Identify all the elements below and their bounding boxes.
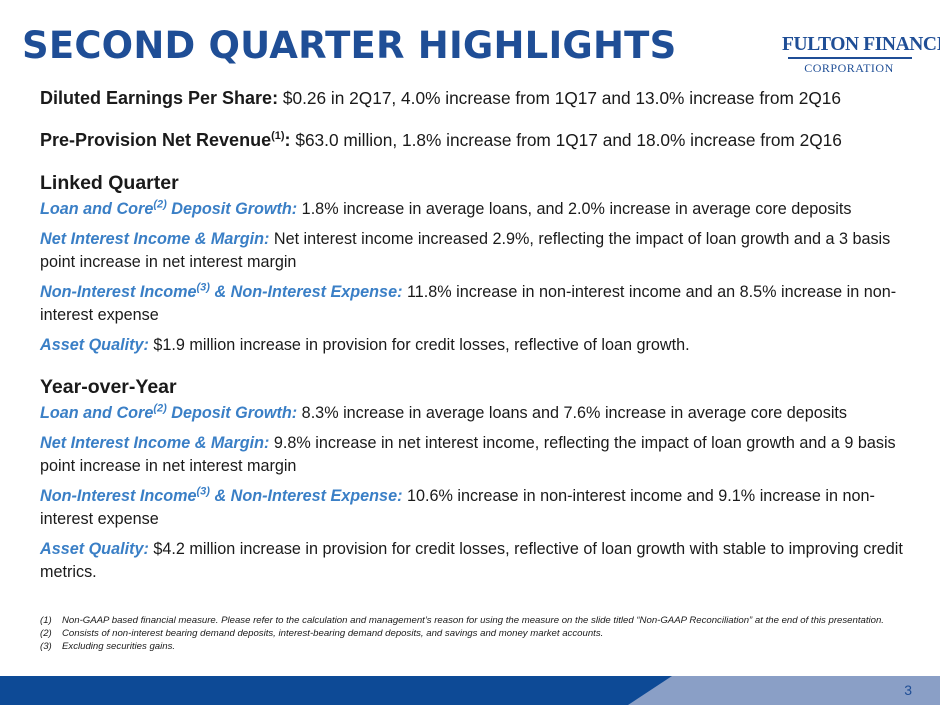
lq-asset-item: Asset Quality: $1.9 million increase in … (40, 334, 920, 357)
lq-nonint-item: Non-Interest Income(3) & Non-Interest Ex… (40, 281, 920, 327)
logo-line-1: FULTON FINANCIAL (782, 34, 940, 55)
ppnr-text: $63.0 million, 1.8% increase from 1Q17 a… (290, 130, 842, 150)
linked-quarter-section: Linked Quarter Loan and Core(2) Deposit … (40, 170, 920, 357)
yoy-nonint-label: Non-Interest Income(3) & Non-Interest Ex… (40, 485, 403, 505)
linked-quarter-heading: Linked Quarter (40, 172, 179, 194)
yoy-nonint-item: Non-Interest Income(3) & Non-Interest Ex… (40, 485, 920, 531)
yoy-nii-item: Net Interest Income & Margin: 9.8% incre… (40, 432, 920, 478)
highlights-content: Diluted Earnings Per Share: $0.26 in 2Q1… (40, 86, 920, 591)
footnotes: (1) Non-GAAP based financial measure. Ple… (40, 614, 900, 653)
yoy-asset-label: Asset Quality: (40, 540, 149, 558)
slide-title: SECOND QUARTER HIGHLIGHTS (22, 24, 677, 67)
lq-nonint-label: Non-Interest Income(3) & Non-Interest Ex… (40, 281, 403, 301)
bottom-banner (0, 676, 940, 705)
logo-rule (788, 57, 912, 59)
year-over-year-section: Year-over-Year Loan and Core(2) Deposit … (40, 374, 920, 584)
lq-asset-label: Asset Quality: (40, 336, 149, 354)
lq-asset-text: $1.9 million increase in provision for c… (148, 336, 690, 354)
footnote-3: (3) Excluding securities gains. (40, 641, 176, 652)
footnote-ref-2: (2) (153, 402, 167, 415)
lq-loan-deposit-item: Loan and Core(2) Deposit Growth: 1.8% in… (40, 198, 920, 221)
logo-line-2: CORPORATION (804, 61, 894, 75)
yoy-asset-item: Asset Quality: $4.2 million increase in … (40, 538, 920, 584)
footnote-ref-1: (1) (271, 130, 285, 142)
lq-nii-label: Net Interest Income & Margin: (40, 230, 270, 248)
ppnr-label: Pre-Provision Net Revenue(1): (40, 130, 291, 150)
yoy-nii-label: Net Interest Income & Margin: (40, 434, 270, 452)
eps-label: Diluted Earnings Per Share: (40, 88, 279, 108)
footnote-2: (2) Consists of non-interest bearing dema… (40, 628, 604, 639)
lq-nonint-text: 11.8% increase in non-interest income an… (40, 283, 897, 324)
page-number: 3 (904, 682, 912, 698)
lq-nii-text: Net interest income increased 2.9%, refl… (40, 230, 891, 271)
yoy-loan-deposit-item: Loan and Core(2) Deposit Growth: 8.3% in… (40, 402, 920, 425)
fulton-financial-logo: FULTON FINANCIAL CORPORATION (782, 34, 940, 75)
yoy-nonint-text: 10.6% increase in non-interest income an… (40, 487, 875, 528)
bottom-banner-dark (0, 676, 672, 705)
yoy-loan-deposit-text: 8.3% increase in average loans and 7.6% … (297, 404, 848, 422)
eps-highlight: Diluted Earnings Per Share: $0.26 in 2Q1… (40, 86, 920, 110)
footnote-ref-3: (3) (196, 281, 210, 294)
lq-loan-deposit-label: Loan and Core(2) Deposit Growth: (40, 198, 298, 218)
yoy-nii-text: 9.8% increase in net interest income, re… (40, 434, 896, 475)
eps-text: $0.26 in 2Q17, 4.0% increase from 1Q17 a… (278, 88, 841, 108)
ppnr-highlight: Pre-Provision Net Revenue(1): $63.0 mill… (40, 128, 920, 152)
footnote-ref-2: (2) (153, 198, 167, 211)
lq-loan-deposit-text: 1.8% increase in average loans, and 2.0%… (297, 200, 852, 218)
lq-nii-item: Net Interest Income & Margin: Net intere… (40, 228, 920, 274)
yoy-loan-deposit-label: Loan and Core(2) Deposit Growth: (40, 402, 298, 422)
footnote-ref-3: (3) (196, 485, 210, 498)
year-over-year-heading: Year-over-Year (40, 376, 177, 398)
footnote-1: (1) Non-GAAP based financial measure. Ple… (40, 615, 884, 626)
yoy-asset-text: $4.2 million increase in provision for c… (40, 540, 903, 581)
